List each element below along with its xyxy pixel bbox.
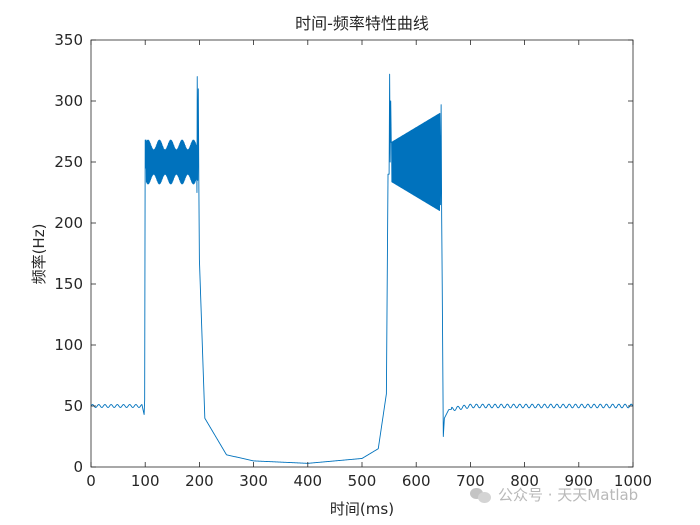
x-tick-label: 400	[293, 472, 322, 490]
y-tick-label: 250	[54, 153, 83, 171]
x-tick-label: 500	[348, 472, 377, 490]
x-tick-label: 200	[185, 472, 214, 490]
y-tick-label: 350	[54, 31, 83, 49]
x-tick-label: 0	[86, 472, 96, 490]
wechat-icon	[470, 486, 492, 504]
x-tick-label: 800	[510, 472, 539, 490]
x-axis-label: 时间(ms)	[330, 500, 394, 518]
watermark: 公众号 · 天天Matlab	[470, 484, 638, 505]
y-tick-label: 300	[54, 92, 83, 110]
y-tick-label: 200	[54, 214, 83, 232]
watermark-text: 公众号 · 天天Matlab	[498, 486, 639, 504]
x-tick-label: 900	[564, 472, 593, 490]
tick-labels: 0 100 200 300 400 500 600 700 800 900 1000 0 50 100 15…	[54, 31, 652, 490]
frequency-line	[90, 73, 634, 464]
y-tick-label: 0	[73, 458, 83, 476]
y-tick-label: 50	[64, 397, 83, 415]
chart-title: 时间-频率特性曲线	[295, 14, 429, 33]
x-tick-label: 300	[239, 472, 268, 490]
y-axis-label: 频率(Hz)	[30, 224, 48, 285]
y-tick-label: 100	[54, 336, 83, 354]
x-tick-label: 700	[456, 472, 485, 490]
axis-ticks	[90, 39, 634, 468]
x-tick-label: 1000	[614, 472, 652, 490]
x-tick-label: 600	[402, 472, 431, 490]
y-tick-label: 150	[54, 275, 83, 293]
x-tick-label: 100	[131, 472, 160, 490]
